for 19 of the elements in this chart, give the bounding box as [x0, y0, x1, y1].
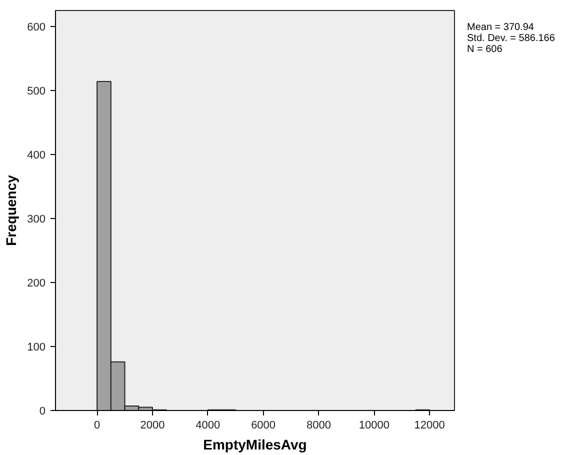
- x-tick-label: 2000: [140, 420, 165, 432]
- x-axis-title: EmptyMilesAvg: [203, 436, 307, 452]
- y-tick-label: 300: [27, 214, 46, 226]
- text: Std. Dev. = 586.166: [467, 33, 555, 44]
- y-tick-label: 200: [27, 278, 46, 290]
- x-tick-label: 12000: [414, 420, 445, 432]
- y-tick-label: 0: [39, 406, 46, 418]
- text: Mean = 370.94: [467, 22, 534, 33]
- x-tick-label: 6000: [251, 420, 276, 432]
- y-tick-label: 500: [27, 86, 46, 98]
- y-tick-label: 100: [27, 342, 46, 354]
- x-tick-label: 4000: [196, 420, 220, 432]
- x-tick-label: 8000: [306, 420, 331, 432]
- y-tick-label: 600: [27, 22, 46, 34]
- x-tick-label: 10000: [358, 420, 390, 432]
- x-tick-label: 0: [94, 420, 100, 432]
- y-tick-label: 400: [27, 150, 46, 162]
- text: N = 606: [467, 44, 502, 55]
- y-axis-title: Frequency: [3, 174, 20, 246]
